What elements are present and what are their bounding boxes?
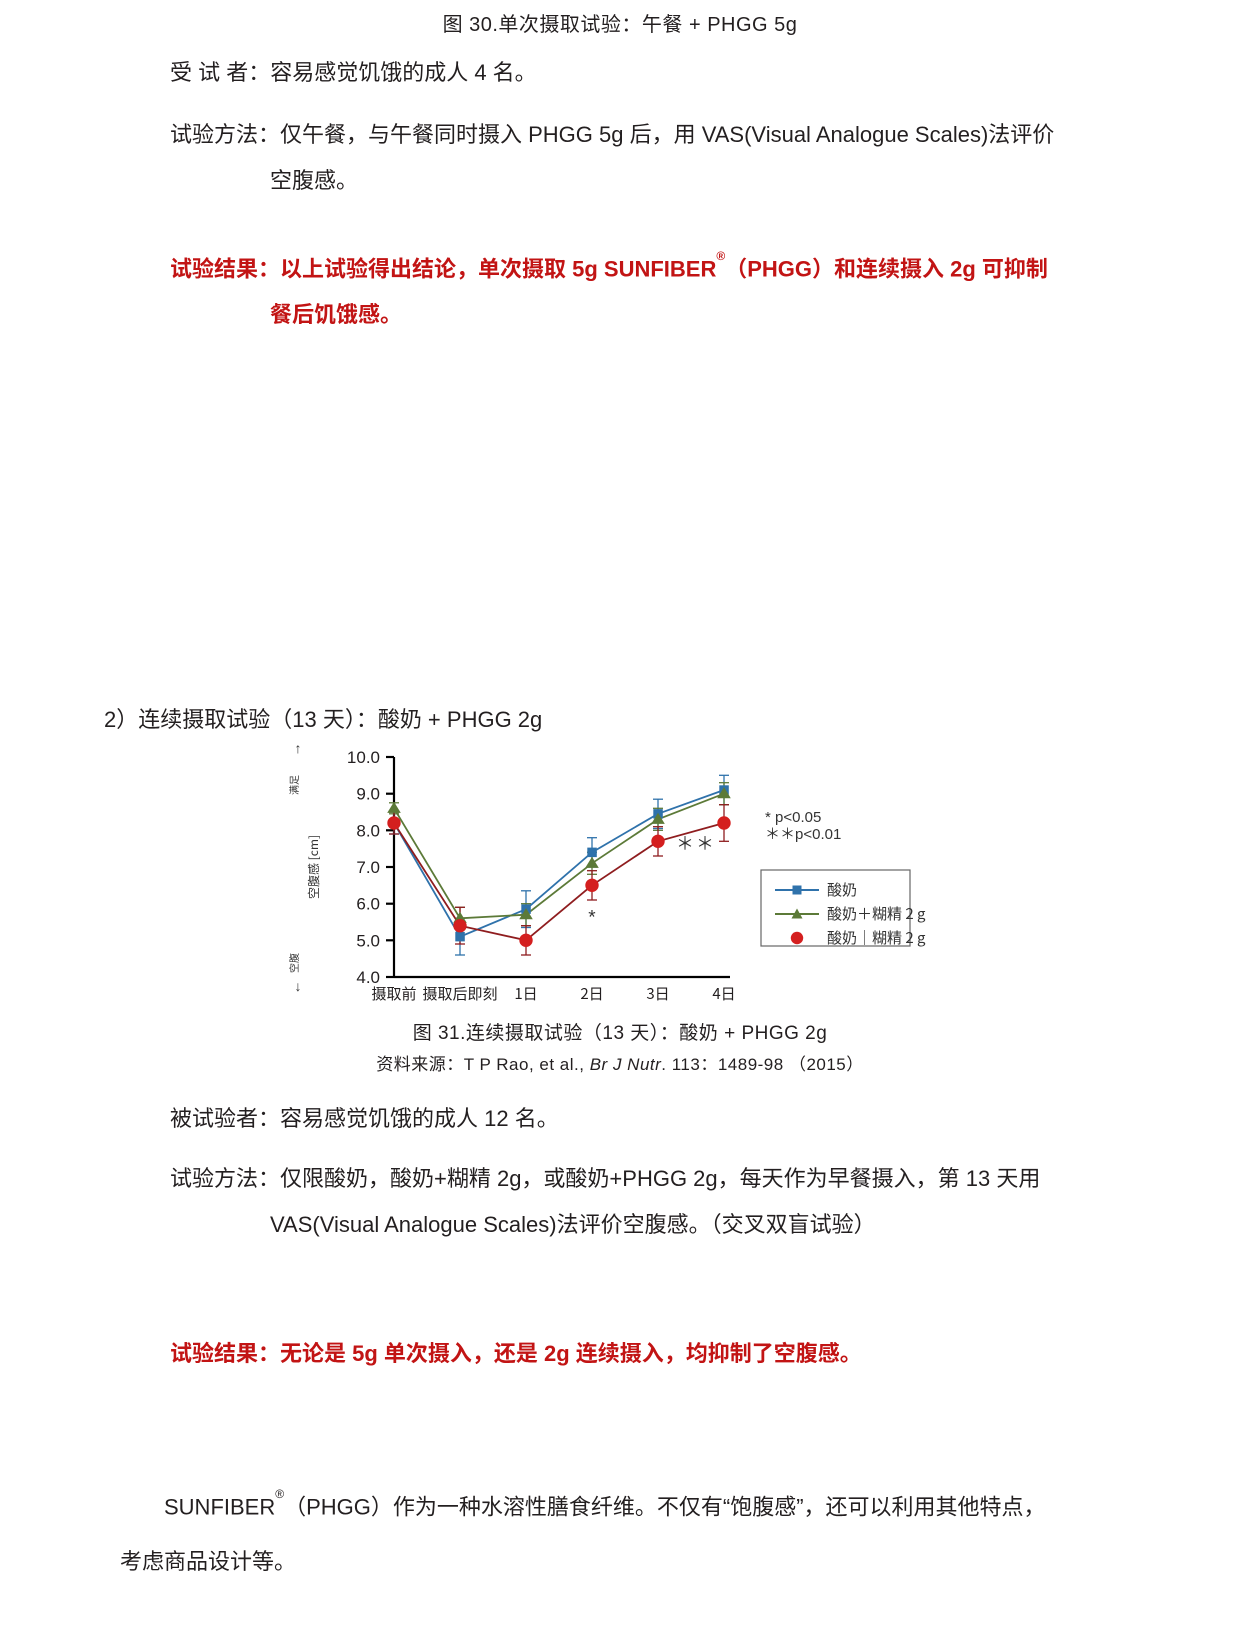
svg-text:9.0: 9.0	[356, 785, 380, 804]
svg-text:摄取前: 摄取前	[371, 983, 416, 1004]
svg-text:↓: ↓	[295, 978, 302, 994]
svg-text:1日: 1日	[514, 983, 537, 1004]
svg-text:酸奶: 酸奶	[827, 879, 857, 900]
svg-text:* p<0.05: * p<0.05	[765, 809, 821, 826]
svg-text:3日: 3日	[646, 983, 669, 1004]
svg-text:5.0: 5.0	[356, 931, 380, 950]
svg-text:8.0: 8.0	[356, 821, 380, 840]
svg-text:10.0: 10.0	[347, 748, 380, 767]
svg-text:2日: 2日	[580, 983, 603, 1004]
svg-text:酸奶＋糊精 2 g: 酸奶＋糊精 2 g	[827, 903, 926, 924]
svg-text:空腹感 [cm]: 空腹感 [cm]	[305, 835, 322, 899]
svg-text:6.0: 6.0	[356, 895, 380, 914]
svg-text:＊＊p<0.01: ＊＊p<0.01	[765, 826, 841, 843]
svg-text:满足: 满足	[286, 775, 301, 795]
svg-text:*: *	[588, 907, 596, 928]
svg-text:空腹: 空腹	[286, 953, 301, 973]
svg-text:4日: 4日	[712, 983, 735, 1004]
svg-text:7.0: 7.0	[356, 858, 380, 877]
svg-text:酸奶｜糊精 2 g: 酸奶｜糊精 2 g	[827, 927, 926, 948]
svg-text:＊＊: ＊＊	[676, 834, 716, 854]
svg-text:↑: ↑	[295, 745, 302, 756]
svg-text:摄取后即刻: 摄取后即刻	[422, 983, 497, 1004]
